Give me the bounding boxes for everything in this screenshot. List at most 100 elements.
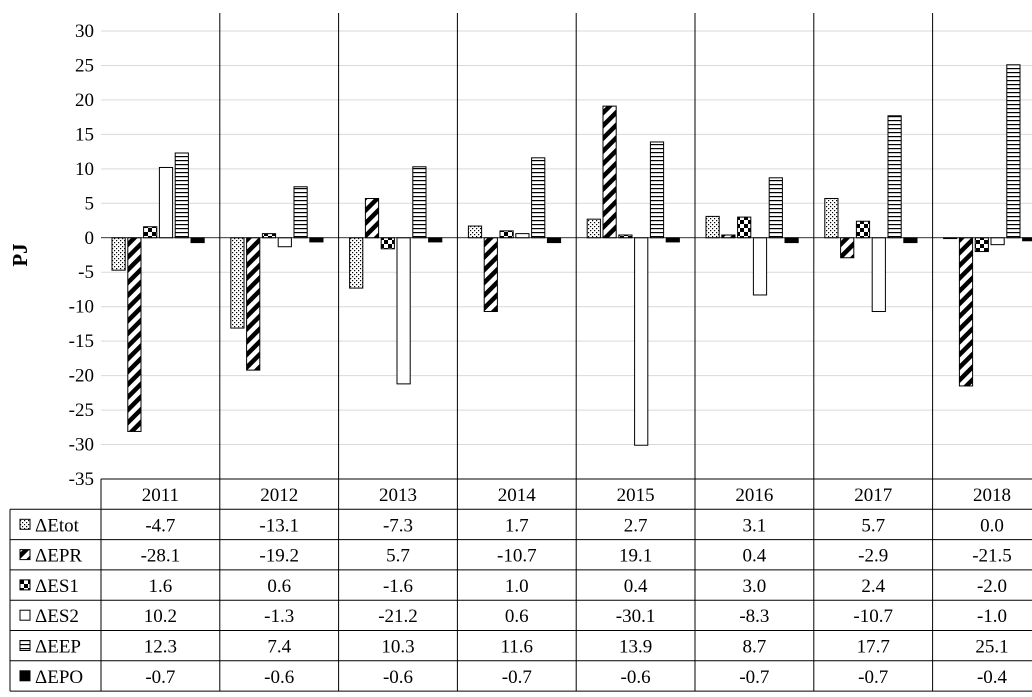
bar-ΔES2-2015 — [634, 237, 649, 446]
bar-ΔES1-2013 — [380, 237, 395, 250]
y-axis-title: PJ — [8, 243, 32, 266]
data-label: -0.7 — [502, 667, 532, 688]
bar-ΔES2-2016 — [752, 237, 768, 296]
bar-ΔEtot-2017 — [824, 197, 839, 239]
legend-label: ΔEtot — [35, 515, 80, 536]
bar-ΔES1-2018 — [974, 237, 989, 253]
bar-ΔES1-2015 — [618, 234, 633, 239]
data-label: 3.0 — [743, 576, 767, 597]
data-label: 0.6 — [267, 576, 291, 597]
legend-key-ΔEEP — [19, 640, 31, 651]
bar-ΔEtot-2016 — [705, 215, 720, 239]
bar-ΔEPR-2017 — [840, 237, 855, 259]
data-label: 2.7 — [624, 515, 648, 536]
data-label: -28.1 — [141, 546, 181, 567]
data-label: -1.3 — [264, 606, 294, 627]
category-label: 2011 — [142, 485, 179, 506]
data-label: 11.6 — [501, 637, 534, 658]
bar-ΔEPO-2017 — [903, 237, 918, 244]
y-tick-label: -10 — [69, 297, 94, 318]
y-tick-label: -35 — [69, 469, 94, 490]
category-label: 2017 — [854, 485, 892, 506]
data-label: 5.7 — [386, 546, 410, 567]
data-label: -2.0 — [977, 576, 1007, 597]
category-label: 2018 — [973, 485, 1011, 506]
bar-ΔEtot-2012 — [230, 237, 245, 329]
bar-ΔEtot-2015 — [586, 218, 601, 239]
bar-ΔEPO-2011 — [190, 237, 205, 244]
bar-ΔEPR-2012 — [246, 237, 261, 371]
y-tick-label: 25 — [75, 55, 94, 76]
data-label: 1.7 — [505, 515, 529, 536]
y-tick-label: -30 — [69, 435, 94, 456]
legend-label: ΔEEP — [35, 637, 81, 658]
bar-ΔES1-2016 — [737, 216, 752, 239]
bar-ΔEPR-2016 — [721, 234, 736, 239]
category-label: 2014 — [498, 485, 537, 506]
bar-ΔEEP-2015 — [649, 141, 665, 239]
data-label: -0.4 — [977, 667, 1008, 688]
y-tick-label: 10 — [75, 159, 94, 180]
data-label: -7.3 — [383, 515, 413, 536]
legend-label: ΔES2 — [35, 606, 79, 627]
data-label: -4.7 — [145, 515, 175, 536]
bar-ΔEEP-2018 — [1006, 64, 1021, 239]
legend-key-ΔEPO — [19, 670, 31, 682]
y-axis: 30 25 20 15 10 5 0 -5 -10 -15 -20 -25 -30 -35 PJ — [8, 21, 94, 490]
data-label: 0.4 — [743, 546, 767, 567]
data-label: 10.2 — [144, 606, 177, 627]
bar-ΔEEP-2016 — [768, 177, 783, 239]
data-label: 17.7 — [857, 637, 890, 658]
data-label: 19.1 — [619, 546, 652, 567]
data-label: -0.7 — [858, 667, 888, 688]
bar-ΔES2-2011 — [158, 166, 174, 239]
bar-ΔES2-2014 — [515, 233, 530, 239]
category-label: 2016 — [735, 485, 773, 506]
data-label: -10.7 — [853, 606, 893, 627]
bar-ΔEEP-2011 — [174, 152, 189, 239]
bar-ΔES1-2012 — [261, 233, 277, 239]
bar-ΔES2-2013 — [396, 237, 411, 385]
bar-ΔEEP-2017 — [887, 115, 902, 239]
data-label: 7.4 — [267, 637, 291, 658]
bar-ΔES2-2017 — [871, 237, 886, 313]
legend-label: ΔEPR — [35, 546, 82, 567]
data-label: -13.1 — [259, 515, 299, 536]
bar-ΔES2-2018 — [990, 237, 1005, 246]
data-label: 5.7 — [861, 515, 885, 536]
data-label: -0.6 — [621, 667, 651, 688]
data-label: -21.2 — [378, 606, 418, 627]
data-label: -10.7 — [497, 546, 537, 567]
data-label: 13.9 — [619, 637, 652, 658]
data-label: 1.6 — [149, 576, 173, 597]
data-label: -30.1 — [616, 606, 656, 627]
data-label: 10.3 — [381, 637, 414, 658]
legend-label: ΔEPO — [35, 667, 83, 688]
bar-ΔEEP-2013 — [412, 166, 427, 239]
data-label: 0.4 — [624, 576, 648, 597]
category-separators — [100, 13, 934, 692]
data-label: -0.7 — [739, 667, 769, 688]
data-label: 25.1 — [975, 637, 1008, 658]
data-table: 2011 2012 2013 2014 2015 2016 2017 2018 ΔEtot -4.… — [9, 478, 1032, 692]
data-label: 8.7 — [743, 637, 767, 658]
data-label: 12.3 — [144, 637, 177, 658]
y-tick-label: -15 — [69, 331, 94, 352]
bar-ΔES1-2014 — [499, 230, 514, 239]
bar-ΔES2-2012 — [277, 237, 292, 248]
y-tick-label: 30 — [75, 21, 94, 42]
data-label: -0.6 — [264, 667, 294, 688]
bar-ΔEtot-2011 — [111, 237, 126, 271]
legend-key-ΔEPR — [19, 549, 31, 561]
category-label: 2015 — [617, 485, 655, 506]
data-label: 1.0 — [505, 576, 529, 597]
y-tick-label: 0 — [85, 228, 95, 249]
data-label: 2.4 — [861, 576, 885, 597]
category-label: 2013 — [379, 485, 417, 506]
data-label: -19.2 — [259, 546, 299, 567]
bar-ΔEPO-2012 — [309, 237, 324, 243]
y-tick-label: -20 — [69, 366, 94, 387]
bar-ΔEPO-2016 — [784, 237, 799, 244]
legend-label: ΔES1 — [35, 576, 79, 597]
